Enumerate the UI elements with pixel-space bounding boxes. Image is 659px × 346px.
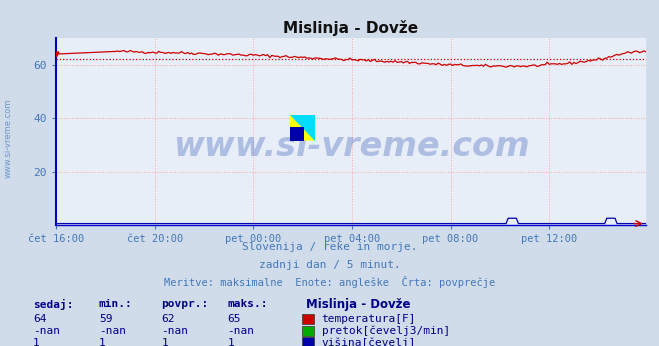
Text: sedaj:: sedaj: (33, 299, 73, 310)
Text: 1: 1 (33, 338, 40, 346)
Bar (290, 127, 304, 140)
Text: -nan: -nan (33, 326, 60, 336)
Text: 64: 64 (33, 314, 46, 324)
Text: 1: 1 (161, 338, 168, 346)
Title: Mislinja - Dovže: Mislinja - Dovže (283, 19, 418, 36)
Polygon shape (290, 116, 315, 140)
Text: temperatura[F]: temperatura[F] (322, 314, 416, 324)
Text: Slovenija / reke in morje.: Slovenija / reke in morje. (242, 243, 417, 252)
Text: pretok[čevelj3/min]: pretok[čevelj3/min] (322, 326, 450, 336)
Text: -nan: -nan (99, 326, 126, 336)
Text: Meritve: maksimalne  Enote: angleške  Črta: povprečje: Meritve: maksimalne Enote: angleške Črta… (164, 276, 495, 288)
Text: Mislinja - Dovže: Mislinja - Dovže (306, 298, 411, 311)
Text: 1: 1 (227, 338, 234, 346)
Text: višina[čevelj]: višina[čevelj] (322, 337, 416, 346)
Text: 59: 59 (99, 314, 112, 324)
Text: maks.:: maks.: (227, 300, 268, 309)
Text: zadnji dan / 5 minut.: zadnji dan / 5 minut. (258, 260, 401, 270)
Text: -nan: -nan (161, 326, 188, 336)
Text: 1: 1 (99, 338, 105, 346)
Text: www.si-vreme.com: www.si-vreme.com (4, 99, 13, 178)
Text: min.:: min.: (99, 300, 132, 309)
Text: 62: 62 (161, 314, 175, 324)
Text: povpr.:: povpr.: (161, 300, 209, 309)
Text: www.si-vreme.com: www.si-vreme.com (173, 130, 529, 163)
Text: 65: 65 (227, 314, 241, 324)
Polygon shape (290, 116, 315, 140)
Text: -nan: -nan (227, 326, 254, 336)
